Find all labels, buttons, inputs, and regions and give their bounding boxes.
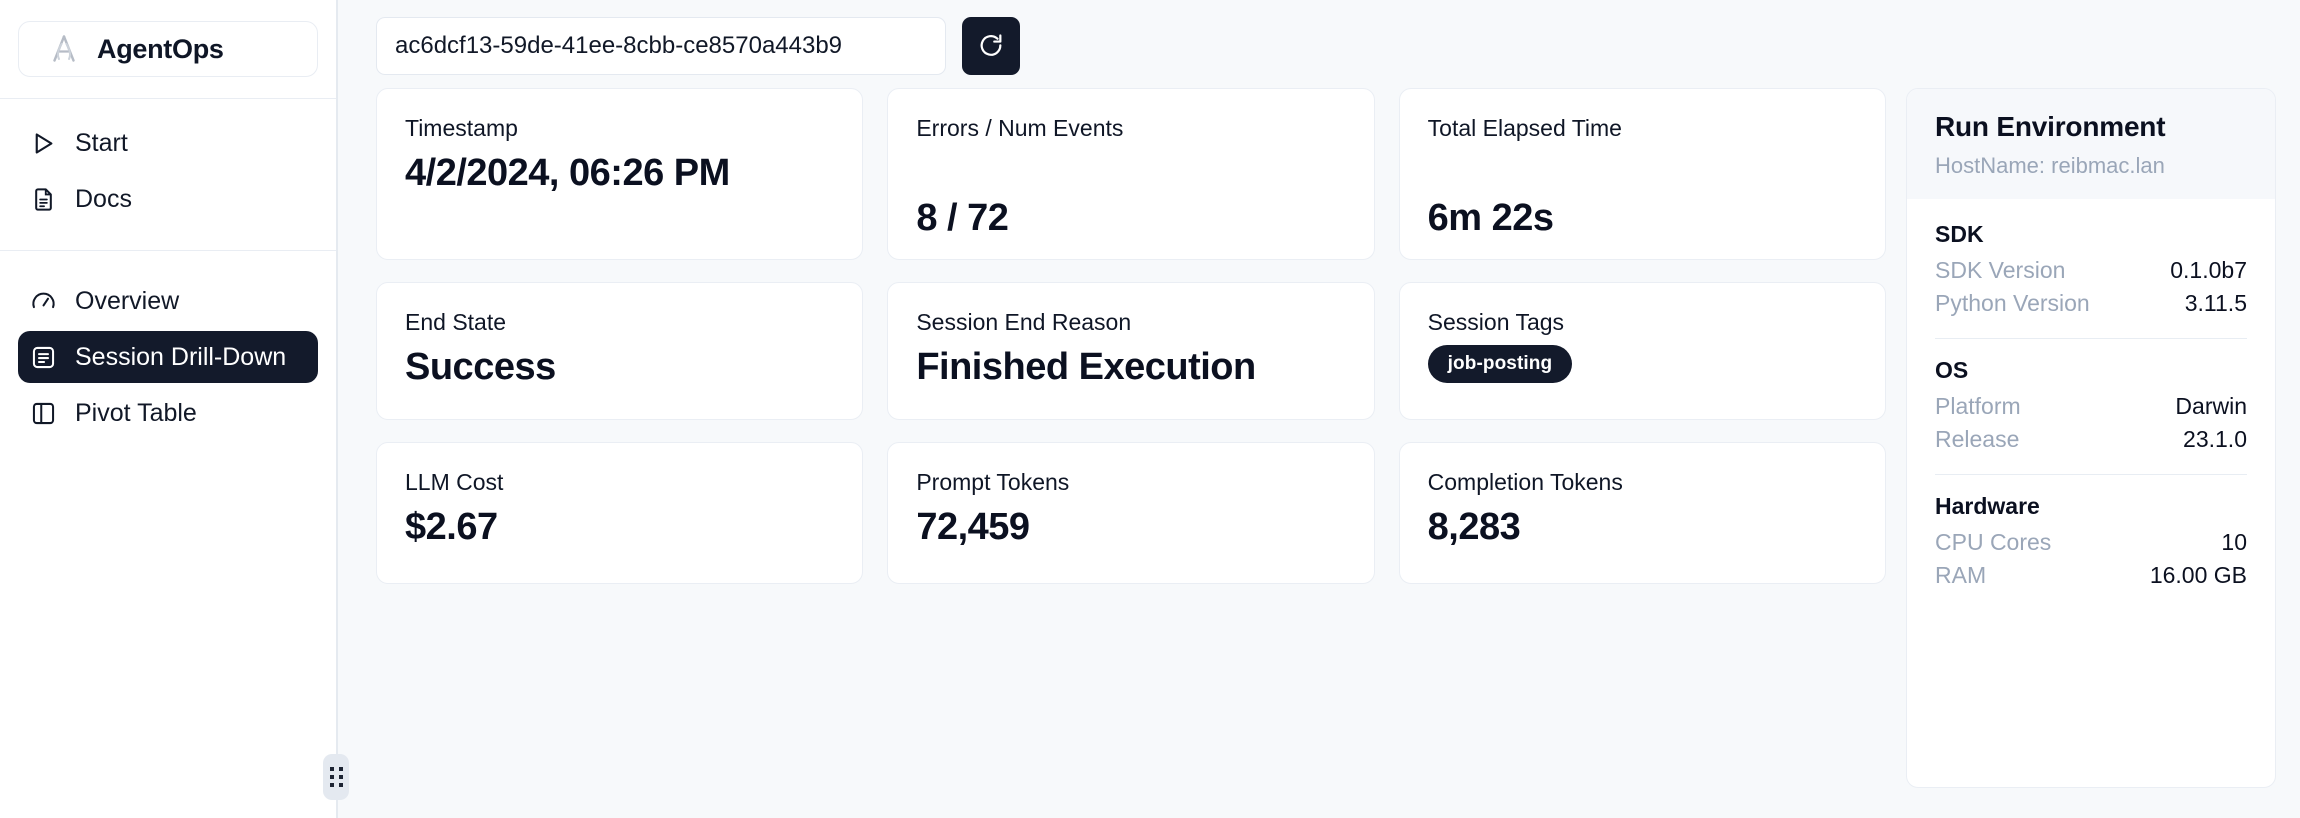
metric-row-1: Timestamp 4/2/2024, 06:26 PM Errors / Nu… (376, 88, 1886, 260)
card-errors-num-events: Errors / Num Events 8 / 72 (887, 88, 1375, 260)
sidebar-group-primary: Start Docs (18, 99, 318, 229)
refresh-button[interactable] (962, 17, 1020, 75)
card-completion-tokens-label: Completion Tokens (1427, 469, 1623, 495)
play-triangle-icon (30, 130, 57, 157)
sidebar-divider-middle (0, 250, 336, 251)
card-llm-cost-value: $2.67 (405, 505, 498, 548)
env-value-python-version: 3.11.5 (2184, 290, 2247, 316)
card-session-tags: Session Tags job-posting (1398, 282, 1886, 420)
main-inner: Timestamp 4/2/2024, 06:26 PM Errors / Nu… (338, 0, 2300, 818)
run-environment-panel: Run Environment HostName: reibmac.lan SD… (1906, 88, 2276, 788)
sidebar-divider-top (0, 98, 336, 99)
session-tags-list: job-posting (1427, 344, 1857, 383)
sidebar-group-views: Overview Session Drill-Down (18, 251, 318, 443)
env-row-ram: RAM 16.00 GB (1935, 559, 2247, 592)
card-timestamp-label: Timestamp (405, 115, 518, 141)
env-section-sdk-title: SDK (1935, 221, 1984, 247)
env-section-sdk: SDK SDK Version 0.1.0b7 Python Version 3… (1935, 221, 2247, 320)
metric-cards-grid: Timestamp 4/2/2024, 06:26 PM Errors / Nu… (376, 88, 1886, 818)
run-environment-body: SDK SDK Version 0.1.0b7 Python Version 3… (1907, 199, 2275, 618)
card-end-state: End State Success (376, 282, 864, 420)
env-key-sdk-version: SDK Version (1935, 257, 2066, 283)
env-section-hardware: Hardware CPU Cores 10 RAM 16.00 GB (1935, 493, 2247, 592)
env-value-release: 23.1.0 (2183, 426, 2247, 452)
card-session-end-reason-label: Session End Reason (916, 309, 1132, 335)
metric-row-3: LLM Cost $2.67 Prompt Tokens 72,459 Comp… (376, 442, 1886, 584)
dashboard-body: Timestamp 4/2/2024, 06:26 PM Errors / Nu… (376, 88, 2276, 818)
sidebar-item-docs-label: Docs (75, 184, 132, 213)
env-key-release: Release (1935, 426, 2020, 452)
card-total-elapsed-time-value: 6m 22s (1427, 197, 1554, 240)
env-row-platform: Platform Darwin (1935, 390, 2247, 423)
top-toolbar (376, 0, 2276, 88)
brand-logo-box[interactable]: AgentOps (18, 21, 318, 77)
env-section-hardware-title: Hardware (1935, 493, 2040, 519)
card-errors-num-events-label: Errors / Num Events (916, 115, 1124, 141)
refresh-rotate-cw-icon (977, 32, 1005, 60)
gauge-icon (30, 288, 57, 315)
card-prompt-tokens-value: 72,459 (916, 505, 1030, 548)
sidebar-resize-grip[interactable] (323, 754, 349, 800)
card-total-elapsed-time-label: Total Elapsed Time (1427, 115, 1622, 141)
grip-dots-icon (329, 767, 343, 787)
card-llm-cost-label: LLM Cost (405, 469, 504, 495)
sidebar: AgentOps Start (0, 0, 349, 818)
env-value-platform: Darwin (2175, 393, 2247, 419)
main-content: Timestamp 4/2/2024, 06:26 PM Errors / Nu… (338, 0, 2300, 818)
card-session-end-reason-value: Finished Execution (916, 345, 1256, 388)
sidebar-item-session-drill-down[interactable]: Session Drill-Down (18, 331, 318, 383)
run-environment-title: Run Environment (1935, 111, 2166, 142)
env-key-platform: Platform (1935, 393, 2021, 419)
card-total-elapsed-time: Total Elapsed Time 6m 22s (1398, 88, 1886, 260)
brand-name: AgentOps (97, 33, 224, 64)
env-row-python-version: Python Version 3.11.5 (1935, 287, 2247, 320)
env-divider-1 (1935, 338, 2247, 339)
env-row-sdk-version: SDK Version 0.1.0b7 (1935, 254, 2247, 287)
document-text-icon (30, 186, 57, 213)
env-value-sdk-version: 0.1.0b7 (2170, 257, 2247, 283)
card-completion-tokens-value: 8,283 (1427, 505, 1521, 548)
sidebar-item-docs[interactable]: Docs (18, 173, 318, 225)
metric-row-2: End State Success Session End Reason Fin… (376, 282, 1886, 420)
env-section-os-title: OS (1935, 357, 1969, 383)
list-square-icon (30, 344, 57, 371)
sidebar-item-pivot-table-label: Pivot Table (75, 398, 197, 427)
session-id-input[interactable] (376, 17, 946, 75)
card-timestamp-value: 4/2/2024, 06:26 PM (405, 151, 730, 194)
env-divider-2 (1935, 474, 2247, 475)
card-end-state-value: Success (405, 345, 556, 388)
env-section-os: OS Platform Darwin Release 23.1.0 (1935, 357, 2247, 456)
run-environment-hostname: HostName: reibmac.lan (1935, 153, 2165, 178)
env-key-python-version: Python Version (1935, 290, 2090, 316)
sidebar-item-pivot-table[interactable]: Pivot Table (18, 387, 318, 439)
env-key-ram: RAM (1935, 562, 1987, 588)
card-timestamp: Timestamp 4/2/2024, 06:26 PM (376, 88, 864, 260)
sidebar-item-start[interactable]: Start (18, 117, 318, 169)
status-badge[interactable]: job-posting (1427, 344, 1573, 383)
run-environment-header: Run Environment HostName: reibmac.lan (1907, 89, 2275, 199)
sidebar-item-overview-label: Overview (75, 286, 180, 315)
env-key-cpu-cores: CPU Cores (1935, 529, 2052, 555)
env-row-cpu-cores: CPU Cores 10 (1935, 526, 2247, 559)
columns-panel-icon (30, 400, 57, 427)
env-row-release: Release 23.1.0 (1935, 423, 2247, 456)
card-errors-num-events-value: 8 / 72 (916, 197, 1009, 240)
sidebar-item-session-drill-down-label: Session Drill-Down (75, 342, 287, 371)
env-value-cpu-cores: 10 (2221, 529, 2247, 555)
card-prompt-tokens: Prompt Tokens 72,459 (887, 442, 1375, 584)
env-value-ram: 16.00 GB (2149, 562, 2247, 588)
agentops-logo-icon (47, 32, 81, 66)
card-llm-cost: LLM Cost $2.67 (376, 442, 864, 584)
card-prompt-tokens-label: Prompt Tokens (916, 469, 1070, 495)
card-session-end-reason: Session End Reason Finished Execution (887, 282, 1375, 420)
sidebar-item-overview[interactable]: Overview (18, 275, 318, 327)
card-completion-tokens: Completion Tokens 8,283 (1398, 442, 1886, 584)
card-end-state-label: End State (405, 309, 507, 335)
sidebar-item-start-label: Start (75, 128, 128, 157)
card-session-tags-label: Session Tags (1427, 309, 1565, 335)
